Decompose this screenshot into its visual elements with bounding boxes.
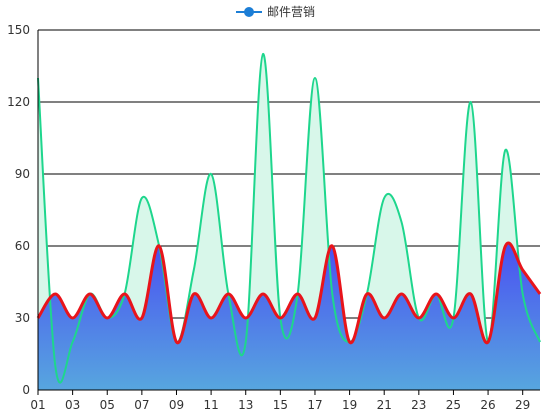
x-tick-label: 25 (446, 398, 461, 412)
legend[interactable]: 邮件营销 (236, 5, 315, 19)
y-tick-label: 60 (15, 239, 30, 253)
y-axis-labels: 0 30 60 90 120 150 (7, 23, 30, 397)
x-axis-labels: 01 03 05 07 09 11 13 15 17 19 21 23 25 26 29 (30, 390, 530, 412)
y-tick-label: 30 (15, 311, 30, 325)
x-tick-label: 17 (307, 398, 322, 412)
series-areas (38, 53, 540, 391)
legend-label: 邮件营销 (267, 5, 315, 19)
y-tick-label: 90 (15, 167, 30, 181)
y-tick-label: 0 (22, 383, 30, 397)
series-lines (36, 52, 542, 384)
legend-swatch-marker (244, 7, 254, 17)
x-tick-label: 29 (515, 398, 530, 412)
x-tick-label: 23 (411, 398, 426, 412)
x-tick-label: 19 (342, 398, 357, 412)
series-area-0 (38, 243, 540, 390)
x-tick-label: 26 (480, 398, 495, 412)
y-tick-label: 120 (7, 95, 30, 109)
x-tick-label: 01 (30, 398, 45, 412)
y-tick-label: 150 (7, 23, 30, 37)
axes (37, 30, 540, 391)
x-tick-label: 13 (238, 398, 253, 412)
series-line-1[interactable] (37, 52, 541, 384)
x-tick-label: 03 (65, 398, 80, 412)
x-tick-label: 09 (169, 398, 184, 412)
x-tick-label: 21 (377, 398, 392, 412)
x-tick-label: 05 (100, 398, 115, 412)
series-line-0[interactable] (36, 241, 542, 345)
x-tick-label: 07 (134, 398, 149, 412)
x-tick-label: 15 (273, 398, 288, 412)
x-tick-label: 11 (203, 398, 218, 412)
